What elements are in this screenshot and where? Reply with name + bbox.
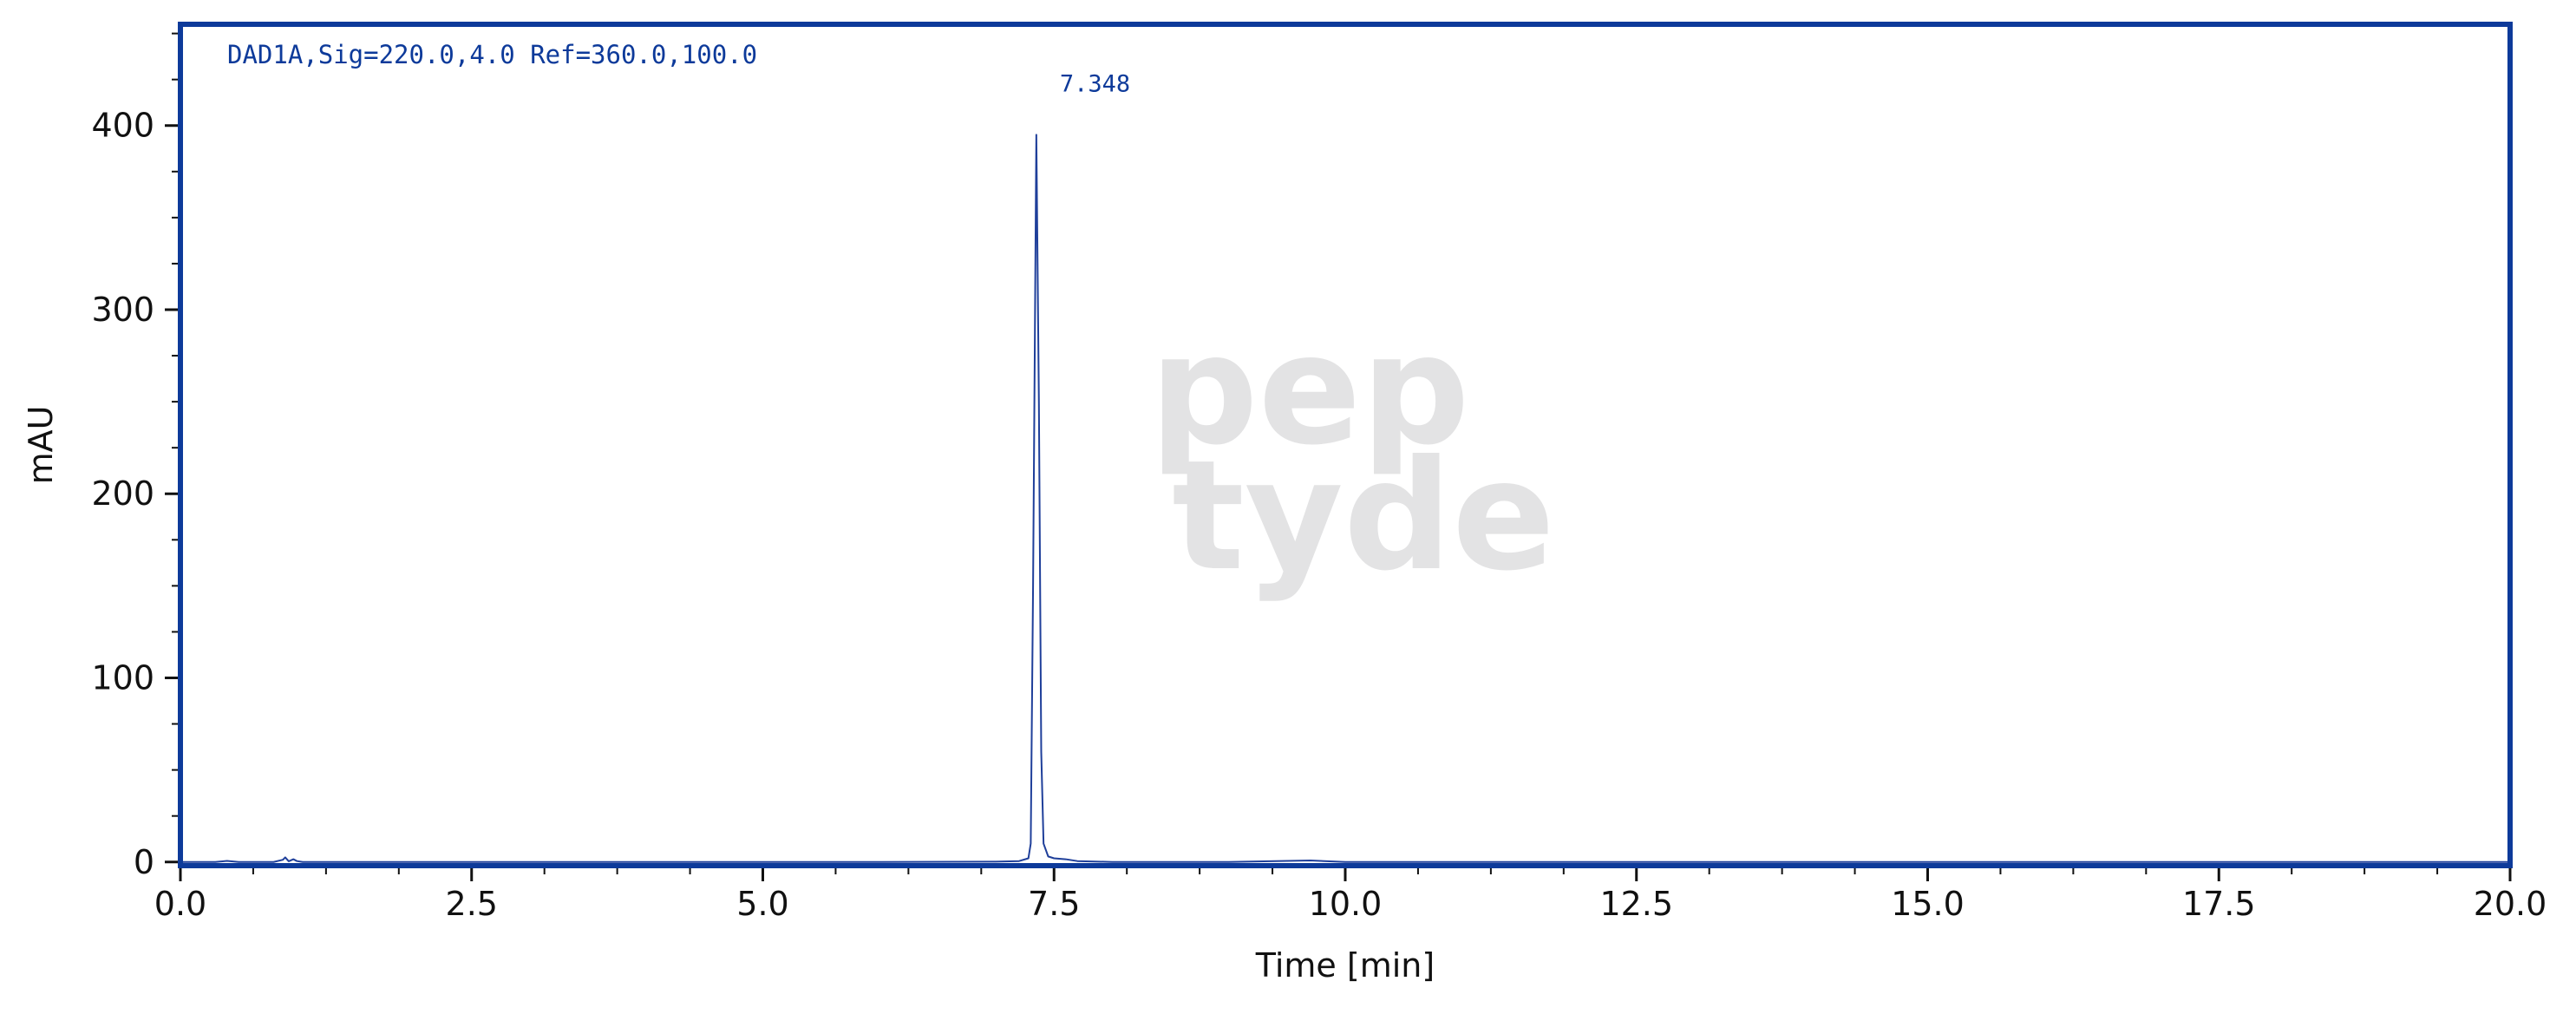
y-tick-label: 0: [134, 843, 154, 881]
y-tick-label: 200: [91, 474, 154, 513]
chromatogram-line: [180, 134, 2510, 863]
y-axis-label: mAU: [22, 406, 60, 485]
watermark: pep: [1149, 303, 1469, 479]
plot-frame: [178, 22, 2513, 868]
x-tick-label: 0.0: [154, 885, 206, 923]
x-tick-label: 20.0: [2474, 885, 2547, 923]
x-tick-label: 12.5: [1599, 885, 1673, 923]
signal-label: DAD1A,Sig=220.0,4.0 Ref=360.0,100.0: [227, 40, 757, 69]
y-tick-label: 400: [91, 107, 154, 145]
y-tick-label: 300: [91, 291, 154, 329]
x-tick-label: 10.0: [1309, 885, 1383, 923]
watermark: tyde: [1172, 428, 1555, 605]
peak-label: 7.348: [1060, 70, 1130, 97]
x-tick-label: 17.5: [2182, 885, 2256, 923]
x-tick-label: 7.5: [1028, 885, 1080, 923]
x-tick-label: 2.5: [446, 885, 498, 923]
y-tick-label: 100: [91, 659, 154, 697]
x-axis-label: Time [min]: [1255, 946, 1435, 985]
x-tick-label: 15.0: [1891, 885, 1965, 923]
x-tick-label: 5.0: [736, 885, 788, 923]
